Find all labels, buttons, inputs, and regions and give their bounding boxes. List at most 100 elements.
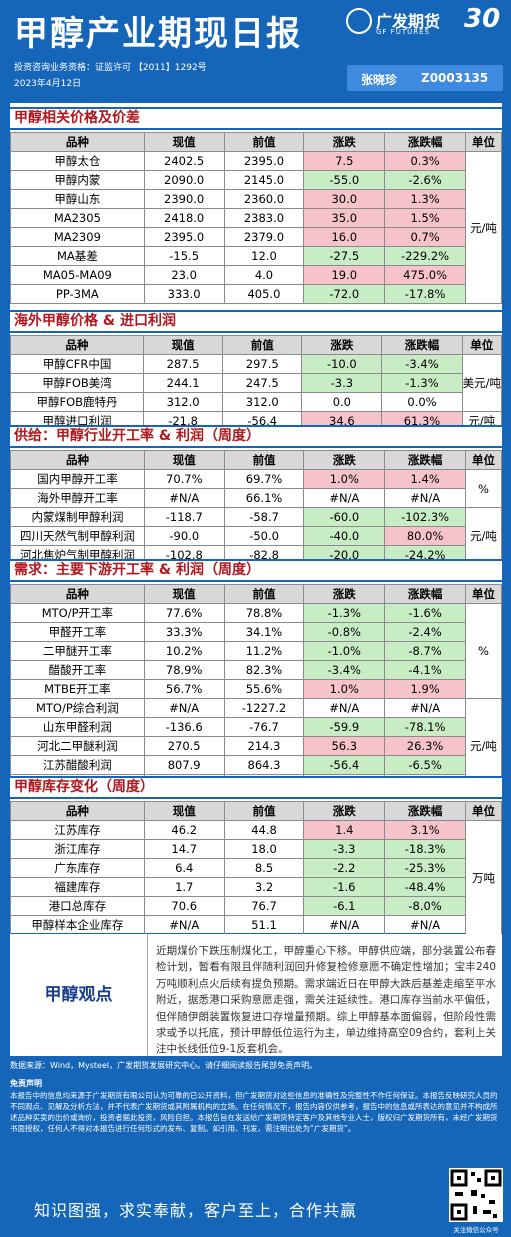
unit-cell: 元/吨 — [465, 507, 502, 565]
change-value: 1.4 — [303, 820, 386, 840]
table-row: 广东库存 6.4 8.5 -2.2 -25.3% — [10, 858, 502, 878]
current-value: 70.6 — [143, 896, 225, 916]
change-value: -27.5 — [303, 246, 386, 266]
current-value: 23.0 — [143, 265, 225, 285]
table-row: 甲醇太仓 2402.5 2395.0 7.5 0.3% 元/吨 — [10, 151, 502, 304]
column-header: 单位 — [464, 584, 503, 604]
company-logo: 广发期货 GF FUTURES 30 — [346, 4, 506, 40]
slogan: 知识图强，求实奉献，客户至上，合作共赢 — [34, 1201, 358, 1220]
view-text: 近期煤价下跌压制煤化工，甲醇重心下移。甲醇供应端，部分装置公布春检计划，暂看有限… — [156, 945, 496, 1056]
column-header: 涨跌幅 — [384, 801, 467, 821]
anniversary-mark: 30 — [464, 4, 501, 34]
data-table: 品种 现值 前值 涨跌 涨跌幅 单位 甲醇太仓 2402.5 2395.0 7.5 0.3% 元/吨甲… — [10, 132, 502, 304]
previous-value: 11.2% — [223, 641, 305, 661]
change-value: -56.4 — [303, 755, 386, 775]
current-value: 807.9 — [143, 755, 225, 775]
table-row: 甲醇CFR中国 287.5 297.5 -10.0 -3.4% 美元/吨 — [9, 354, 503, 412]
qr-code-icon — [449, 1168, 503, 1222]
table-header-row: 品种 现值 前值 涨跌 涨跌幅 单位 — [9, 335, 503, 355]
previous-value: 2145.0 — [223, 170, 305, 190]
current-value: 33.3% — [143, 622, 225, 642]
change-pct-value: 3.1% — [384, 820, 467, 840]
table-header-row: 品种 现值 前值 涨跌 涨跌幅 单位 — [10, 801, 502, 821]
change-pct-value: -2.6% — [384, 170, 467, 190]
logo-text: 广发期货 — [376, 12, 441, 31]
item-name: 甲醇样本企业库存 — [10, 915, 145, 935]
current-value: 70.7% — [143, 469, 225, 489]
change-value: #N/A — [303, 698, 386, 718]
previous-value: 66.1% — [223, 488, 305, 508]
current-value: #N/A — [143, 915, 225, 935]
view-box: 甲醇观点 近期煤价下跌压制煤化工，甲醇重心下移。甲醇供应端，部分装置公布春检计划… — [10, 934, 502, 1056]
previous-value: 44.8 — [223, 820, 305, 840]
column-header: 前值 — [223, 132, 305, 152]
column-header: 现值 — [143, 450, 225, 470]
data-table: 品种 现值 前值 涨跌 涨跌幅 单位 甲醇CFR中国 287.5 297.5 -10.0 -3.4%… — [9, 335, 503, 431]
previous-value: -76.7 — [223, 717, 305, 737]
previous-value: 312.0 — [222, 392, 303, 412]
table-row: MTBE开工率 56.7% 55.6% 1.0% 1.9% — [10, 679, 502, 699]
change-value: -0.8% — [303, 622, 386, 642]
column-header: 品种 — [10, 801, 145, 821]
change-value: 1.0% — [303, 469, 386, 489]
table-header-row: 品种 现值 前值 涨跌 涨跌幅 单位 — [10, 584, 503, 604]
current-value: 244.1 — [143, 373, 224, 393]
current-value: 312.0 — [143, 392, 224, 412]
table-row: 甲醇样本企业库存 #N/A 51.1 #N/A #N/A — [10, 915, 502, 935]
change-value: 56.3 — [303, 736, 386, 756]
table-row: 甲醇FOB鹿特丹 312.0 312.0 0.0 0.0% — [9, 392, 502, 412]
column-header: 前值 — [223, 450, 305, 470]
data-table: 品种 现值 前值 涨跌 涨跌幅 单位 国内甲醇开工率 70.7% 69.7% 1.0% 1.4%% 海… — [10, 450, 502, 565]
change-pct-value: 0.7% — [384, 227, 467, 247]
previous-value: 4.0 — [223, 265, 305, 285]
previous-value: 2379.0 — [223, 227, 305, 247]
current-value: 2090.0 — [143, 170, 225, 190]
item-name: 江苏库存 — [10, 820, 145, 840]
item-name: 山东甲醛利润 — [10, 717, 145, 737]
change-value: 0.0 — [301, 392, 383, 412]
current-value: 14.7 — [143, 839, 225, 859]
report-date: 2023年4月12日 — [14, 79, 82, 89]
table-row: 甲醇FOB美湾 244.1 247.5 -3.3 -1.3% — [9, 373, 502, 393]
table-row: 国内甲醇开工率 70.7% 69.7% 1.0% 1.4%% — [10, 469, 502, 508]
current-value: 46.2 — [143, 820, 225, 840]
column-header: 现值 — [143, 801, 225, 821]
current-value: 1.7 — [143, 877, 225, 897]
unit-cell: % — [465, 469, 502, 508]
item-name: 港口总库存 — [10, 896, 145, 916]
item-name: 河北二甲醚利润 — [10, 736, 145, 756]
previous-value: 8.5 — [223, 858, 305, 878]
column-header: 涨跌 — [303, 584, 386, 604]
change-value: -3.3 — [301, 373, 383, 393]
change-value: -6.1 — [303, 896, 386, 916]
column-header: 品种 — [10, 132, 145, 152]
previous-value: 82.3% — [223, 660, 305, 680]
change-value: -59.9 — [303, 717, 386, 737]
current-value: 287.5 — [143, 354, 224, 374]
column-header: 涨跌 — [303, 450, 386, 470]
table-row: MTO/P综合利润 #N/A -1227.2 #N/A #N/A 元/吨 — [10, 698, 503, 794]
change-pct-value: 1.9% — [384, 679, 466, 699]
column-header: 涨跌 — [301, 335, 383, 355]
report-header: 甲醇产业期现日报 投资咨询业务资格：证监许可 【2011】1292号 2023年… — [0, 0, 511, 102]
table-row: MA2309 2395.0 2379.0 16.0 0.7% — [10, 227, 502, 247]
item-name: 甲醇CFR中国 — [9, 354, 145, 374]
table-header-row: 品种 现值 前值 涨跌 涨跌幅 单位 — [10, 132, 502, 152]
section-title: 甲醇相关价格及价差 — [10, 107, 502, 130]
table-header-row: 品种 现值 前值 涨跌 涨跌幅 单位 — [10, 450, 502, 470]
current-value: 78.9% — [143, 660, 225, 680]
data-tables: 甲醇相关价格及价差 品种 现值 前值 涨跌 涨跌幅 单位 甲醇太仓 2402.5 2395.0 7.… — [9, 103, 503, 935]
table-row: 四川天然气制甲醇利润 -90.0 -50.0 -40.0 80.0% — [10, 526, 502, 546]
change-value: -55.0 — [303, 170, 386, 190]
table-row: 江苏醋酸利润 807.9 864.3 -56.4 -6.5% — [10, 755, 502, 775]
unit-cell: 美元/吨 — [461, 354, 503, 412]
previous-value: 18.0 — [223, 839, 305, 859]
item-name: 广东库存 — [10, 858, 145, 878]
previous-value: 51.1 — [223, 915, 305, 935]
change-value: -40.0 — [303, 526, 386, 546]
change-pct-value: -17.8% — [384, 284, 467, 304]
change-pct-value: -78.1% — [384, 717, 466, 737]
logo-mark-icon — [346, 8, 372, 34]
item-name: MTBE开工率 — [10, 679, 145, 699]
current-value: 333.0 — [143, 284, 225, 304]
